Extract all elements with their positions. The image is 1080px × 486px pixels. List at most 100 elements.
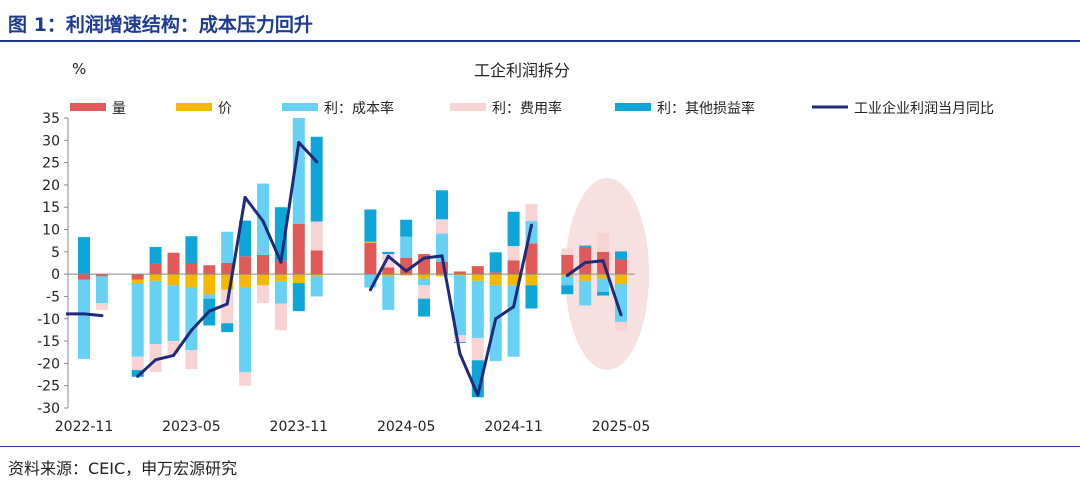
bar-5-2025-02 [561, 285, 574, 295]
page-title: 图 1：利润增速结构：成本压力回升 [8, 14, 313, 36]
bar-2-2024-06 [418, 274, 431, 279]
bar-4-2025-05 [615, 321, 627, 331]
legend-label-5: 利：其他损益率 [657, 100, 755, 117]
bar-3-2024-05 [400, 236, 413, 258]
bar-3-2024-11 [507, 285, 520, 357]
bar-5-2024-12 [525, 285, 538, 309]
line-point-2023-09 [261, 219, 265, 223]
bar-1-2023-11 [292, 223, 305, 275]
bar-3-2024-09 [471, 280, 484, 338]
plot-area: 工企利润拆分% 量 价 利：成本率 利：费用率 利：其他损益率 工业企业利润当月同比 35 30… [37, 60, 994, 435]
chart: 工企利润拆分% 量 价 利：成本率 利：费用率 利：其他损益率 工业企业利润当月同比 35 30… [37, 60, 994, 435]
bar-1-2024-04 [382, 267, 395, 275]
bar-1-2023-10 [274, 260, 287, 275]
bar-2-2024-07 [436, 274, 448, 277]
bar-4-2022-12 [95, 303, 108, 310]
bar-3-2024-06 [418, 278, 431, 286]
y-tick-label: -30 [37, 401, 60, 417]
bar-4-2024-09 [471, 337, 484, 361]
bar-4-2024-11 [507, 246, 520, 261]
bar-4-2024-06 [418, 285, 431, 299]
line-point-2025-04 [601, 259, 605, 263]
x-tick-label: 2022-11 [55, 419, 114, 435]
bar-2-2023-04 [167, 274, 180, 286]
bar-5-2025-04 [597, 292, 610, 296]
bar-1-2024-08 [453, 271, 466, 275]
bar-2-2023-05 [185, 274, 198, 288]
line-point-2023-04 [172, 353, 175, 357]
line-point-2024-04 [386, 254, 390, 258]
bar-5-2025-05 [615, 251, 627, 260]
bar-3-2025-02 [561, 276, 574, 286]
line-point-2023-02 [136, 374, 140, 378]
y-tick-label: -25 [37, 379, 60, 395]
x-tick-label: 2023-05 [162, 419, 221, 435]
bar-5-2024-07 [436, 190, 448, 220]
bar-4-2024-08 [453, 335, 466, 342]
bar-3-2024-08 [453, 275, 466, 336]
line-point-2023-12 [315, 160, 319, 164]
bar-3-2023-03 [149, 280, 162, 345]
bar-5-2024-04 [382, 251, 395, 255]
line-point-2024-11 [512, 305, 516, 309]
bar-1-2022-11 [78, 274, 90, 280]
line-point-2023-08 [243, 195, 247, 199]
bar-4-2023-02 [131, 356, 144, 371]
bar-3-2023-12 [310, 276, 323, 297]
bar-1-2025-03 [579, 246, 592, 275]
bar-1-2024-09 [471, 266, 484, 275]
chart-title: 工企利润拆分 [474, 61, 570, 80]
bar-2-2023-12 [310, 274, 323, 277]
line-point-2023-06 [207, 309, 211, 313]
source-note: 资料来源：CEIC，申万宏源研究 [8, 459, 238, 478]
bar-2-2023-11 [292, 274, 305, 284]
y-tick-label: 20 [42, 178, 60, 194]
bar-4-2024-07 [436, 219, 448, 234]
y-unit-label: % [72, 60, 86, 78]
bar-2-2024-03 [364, 241, 377, 243]
bar-5-2024-10 [489, 252, 502, 273]
bar-1-2023-03 [149, 263, 162, 275]
x-tick-label: 2024-11 [484, 419, 543, 435]
bar-2-2023-09 [257, 274, 269, 286]
line-point-2023-07 [225, 302, 229, 306]
bar-5-2025-03 [579, 245, 592, 247]
x-tick-label: 2025-05 [592, 419, 651, 435]
bar-1-2023-12 [310, 250, 323, 275]
legend-label-2: 价 [218, 101, 232, 117]
bar-4-2023-09 [257, 285, 269, 304]
line-point-2023-05 [189, 328, 193, 332]
bar-4-2023-03 [149, 344, 162, 372]
bar-2-2024-12 [525, 274, 538, 286]
line-point-2024-09 [476, 393, 480, 397]
legend-swatch-5 [615, 103, 651, 111]
line-point-2023-03 [154, 358, 158, 362]
bar-2-2025-03 [579, 274, 592, 281]
bar-5-2023-03 [149, 246, 162, 264]
y-tick-label: -10 [37, 312, 60, 328]
bar-4-2023-10 [274, 303, 287, 331]
y-tick-label: 0 [51, 267, 60, 283]
y-tick-label: -15 [37, 334, 60, 350]
bar-5-2024-06 [418, 298, 431, 317]
bar-5-2022-11 [78, 237, 90, 275]
line-point-2025-03 [583, 261, 587, 265]
bar-1-2023-09 [257, 254, 269, 275]
legend-label-3: 利：成本率 [324, 100, 394, 117]
bar-1-2023-06 [203, 265, 216, 275]
bar-3-2024-04 [382, 276, 395, 310]
y-tick-label: 25 [42, 156, 60, 172]
bar-1-2024-12 [525, 243, 538, 275]
line-point-2022-12 [100, 314, 104, 318]
bar-1-2024-03 [364, 242, 377, 275]
bar-1-2024-10 [489, 272, 502, 275]
legend-label-4: 利：费用率 [492, 100, 562, 117]
legend-label-1: 量 [112, 101, 126, 117]
bar-1-2022-12 [95, 274, 108, 277]
y-tick-label: 5 [51, 245, 60, 261]
bar-3-2023-06 [203, 294, 216, 299]
bar-3-2025-05 [615, 283, 627, 322]
x-tick-label: 2023-11 [270, 419, 329, 435]
bar-1-2023-02 [131, 274, 144, 280]
y-tick-label: 30 [42, 133, 60, 149]
